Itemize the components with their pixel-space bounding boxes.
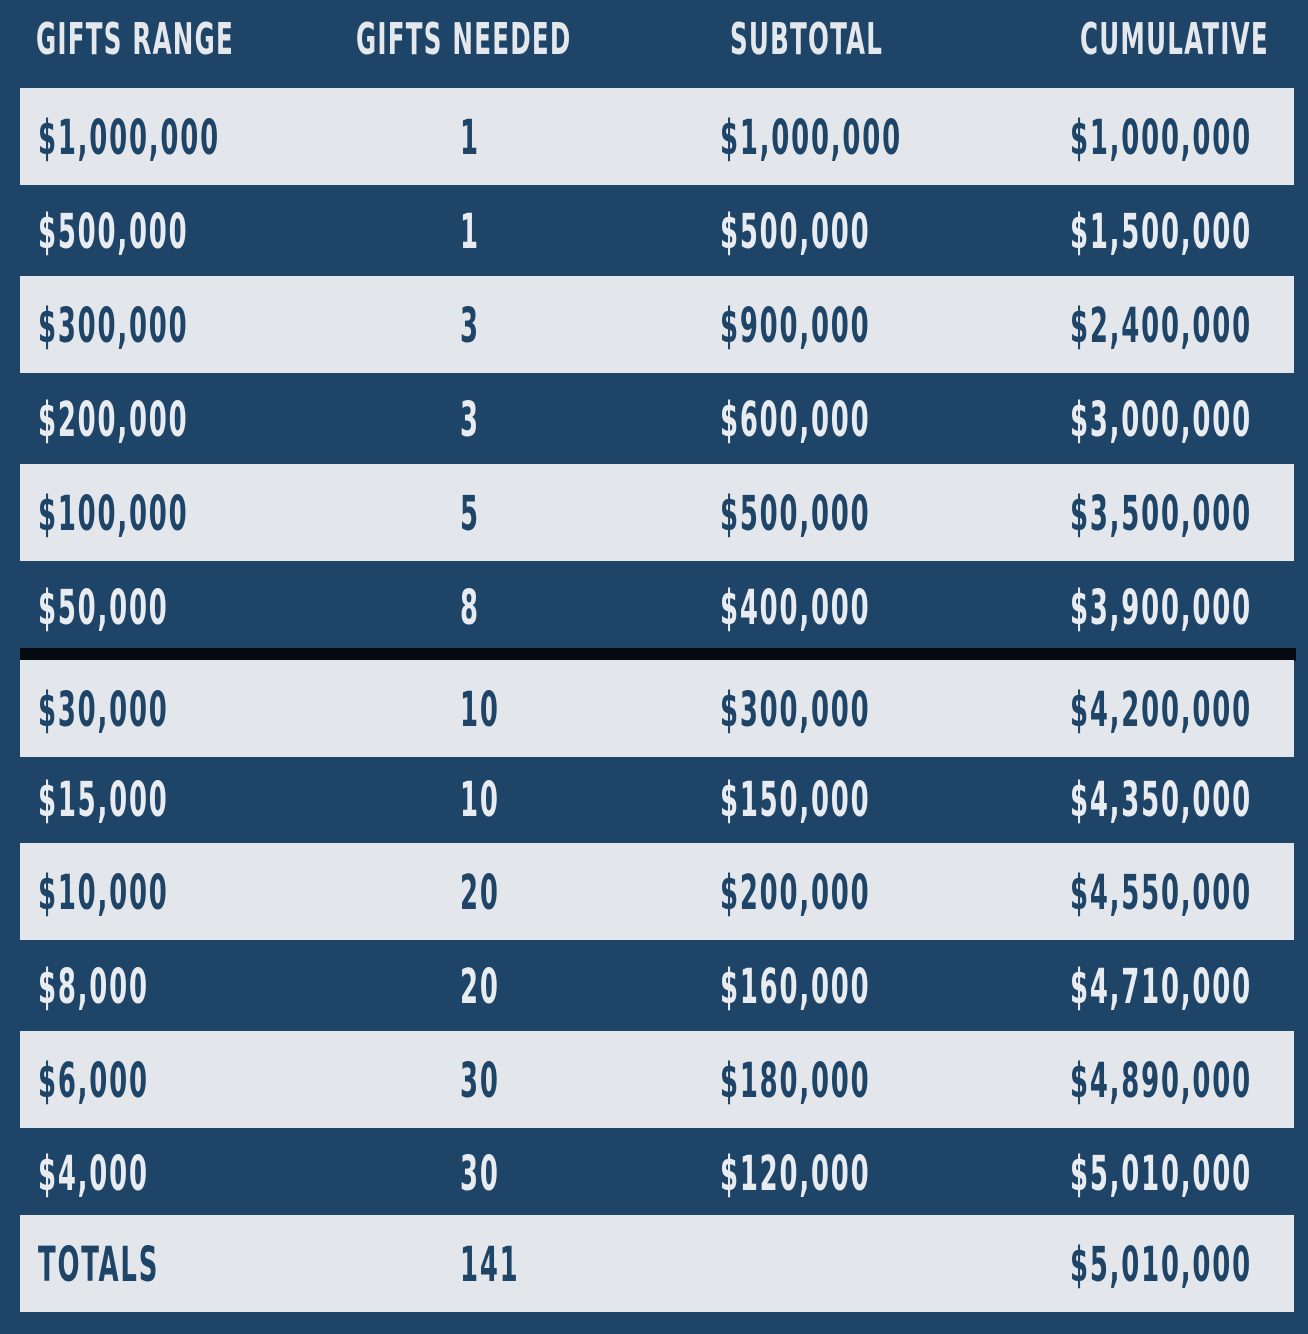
table-row: $300,000 3 $900,000 $2,400,000	[20, 276, 1294, 373]
table-row: $200,000 3 $600,000 $3,000,000	[20, 370, 1294, 467]
table-row: $500,000 1 $500,000 $1,500,000	[20, 182, 1294, 279]
totals-label: TOTALS	[38, 1237, 160, 1293]
gift-range-cell: $6,000	[38, 1053, 149, 1109]
subtotal-cell: $160,000	[720, 959, 871, 1015]
gift-range-cell: $1,000,000	[38, 110, 220, 166]
gifts-needed-cell: 1	[460, 204, 480, 260]
table-row: $10,000 20 $200,000 $4,550,000	[20, 843, 1294, 940]
header-gifts-range: GIFTS RANGE	[36, 14, 234, 65]
gifts-needed-cell: 30	[460, 1146, 500, 1202]
gift-range-cell: $8,000	[38, 959, 149, 1015]
table-row: $6,000 30 $180,000 $4,890,000	[20, 1031, 1294, 1128]
subtotal-cell: $500,000	[720, 486, 871, 542]
subtotal-cell: $150,000	[720, 772, 871, 828]
subtotal-cell: $400,000	[720, 580, 871, 636]
subtotal-cell: $200,000	[720, 865, 871, 921]
subtotal-cell: $500,000	[720, 204, 871, 260]
threshold-divider	[20, 648, 1296, 661]
cumulative-cell: $3,500,000	[1070, 486, 1252, 542]
header-gifts-needed: GIFTS NEEDED	[356, 14, 572, 65]
gifts-needed-cell: 10	[460, 682, 500, 738]
table-row: $100,000 5 $500,000 $3,500,000	[20, 464, 1294, 561]
totals-cumulative: $5,010,000	[1070, 1237, 1252, 1293]
table-row: $8,000 20 $160,000 $4,710,000	[20, 937, 1294, 1034]
header-subtotal: SUBTOTAL	[730, 14, 884, 65]
table-row: $1,000,000 1 $1,000,000 $1,000,000	[20, 88, 1294, 185]
cumulative-cell: $5,010,000	[1070, 1146, 1252, 1202]
gift-range-cell: $30,000	[38, 682, 169, 738]
gift-range-cell: $50,000	[38, 580, 169, 636]
cumulative-cell: $4,710,000	[1070, 959, 1252, 1015]
subtotal-cell: $600,000	[720, 392, 871, 448]
gift-range-cell: $200,000	[38, 392, 189, 448]
gift-range-cell: $500,000	[38, 204, 189, 260]
subtotal-cell: $120,000	[720, 1146, 871, 1202]
cumulative-cell: $2,400,000	[1070, 298, 1252, 354]
subtotal-cell: $180,000	[720, 1053, 871, 1109]
table-header-row: GIFTS RANGE GIFTS NEEDED SUBTOTAL CUMULA…	[0, 0, 1308, 86]
table-row: $4,000 30 $120,000 $5,010,000	[20, 1124, 1294, 1221]
gifts-needed-cell: 3	[460, 298, 480, 354]
table-row: $30,000 10 $300,000 $4,200,000	[20, 660, 1294, 757]
cumulative-cell: $1,000,000	[1070, 110, 1252, 166]
totals-row: TOTALS 141 $5,010,000	[20, 1215, 1294, 1312]
gifts-needed-cell: 30	[460, 1053, 500, 1109]
gifts-needed-cell: 5	[460, 486, 480, 542]
gifts-needed-cell: 8	[460, 580, 480, 636]
cumulative-cell: $4,350,000	[1070, 772, 1252, 828]
gift-range-cell: $300,000	[38, 298, 189, 354]
subtotal-cell: $900,000	[720, 298, 871, 354]
totals-gifts-needed: 141	[460, 1237, 520, 1293]
gifts-needed-cell: 10	[460, 772, 500, 828]
cumulative-cell: $1,500,000	[1070, 204, 1252, 260]
cumulative-cell: $3,000,000	[1070, 392, 1252, 448]
cumulative-cell: $3,900,000	[1070, 580, 1252, 636]
header-cumulative: CUMULATIVE	[1080, 14, 1269, 65]
gift-range-cell: $15,000	[38, 772, 169, 828]
table-row: $50,000 8 $400,000 $3,900,000	[20, 558, 1294, 655]
gifts-needed-cell: 1	[460, 110, 480, 166]
gift-range-cell: $4,000	[38, 1146, 149, 1202]
cumulative-cell: $4,890,000	[1070, 1053, 1252, 1109]
gifts-needed-cell: 20	[460, 959, 500, 1015]
cumulative-cell: $4,200,000	[1070, 682, 1252, 738]
cumulative-cell: $4,550,000	[1070, 865, 1252, 921]
gift-range-cell: $100,000	[38, 486, 189, 542]
gifts-needed-cell: 3	[460, 392, 480, 448]
subtotal-cell: $1,000,000	[720, 110, 902, 166]
subtotal-cell: $300,000	[720, 682, 871, 738]
gifts-needed-cell: 20	[460, 865, 500, 921]
gift-range-cell: $10,000	[38, 865, 169, 921]
table-row: $15,000 10 $150,000 $4,350,000	[20, 750, 1294, 847]
